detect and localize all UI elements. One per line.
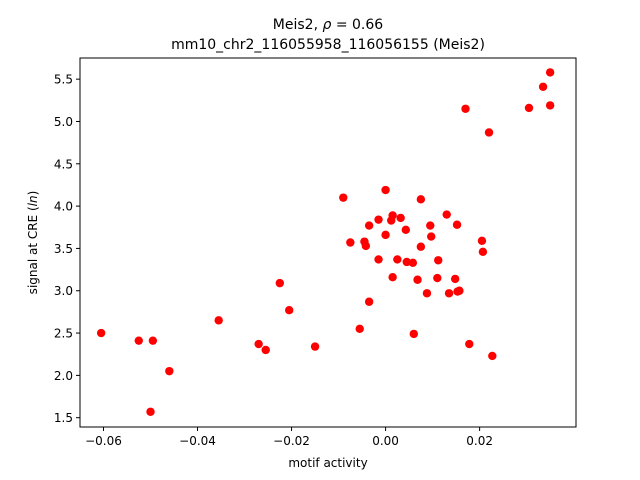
data-point [388,211,397,220]
data-point [455,286,464,295]
data-point [401,225,411,235]
data-point [538,82,548,91]
data-point [261,345,270,355]
data-point [374,255,383,264]
data-point [364,221,374,230]
data-point [444,289,454,298]
data-point [477,236,487,246]
data-point [275,278,285,288]
x-tick-label: −0.02 [273,434,310,448]
data-point [134,336,143,345]
data-point [545,101,555,110]
data-point [355,324,364,334]
data-point [478,247,488,257]
y-axis-label: signal at CRE (ln) [26,191,40,295]
data-point [442,210,451,219]
y-tick-label: 2.5 [54,327,73,341]
data-point [408,258,418,268]
data-point [484,128,494,137]
y-tick-label: 2.0 [54,369,73,383]
data-point [452,220,462,229]
data-point [96,328,106,338]
data-point [346,238,355,247]
data-point [465,339,474,349]
data-point [545,68,555,77]
data-point [416,195,426,204]
data-point [426,221,435,230]
data-point [416,242,426,251]
data-point [461,104,470,113]
y-tick-label: 4.0 [54,200,73,214]
data-point [381,230,390,240]
chart-title-line1: Meis2, ρ = 0.66 [273,17,383,33]
data-point [524,103,534,113]
data-point [381,185,390,195]
data-point [433,273,442,283]
data-point [146,407,155,416]
plot-area [96,68,555,416]
y-tick-label: 5.5 [54,73,73,87]
data-point [254,339,263,349]
data-point [488,351,497,361]
data-point [402,257,411,267]
x-tick-label: 0.02 [466,434,493,448]
data-point [427,232,436,241]
data-point [339,193,348,202]
y-tick-label: 5.0 [54,115,73,129]
x-axis-label: motif activity [288,456,367,470]
x-tick-label: −0.06 [85,434,122,448]
data-point [396,213,405,223]
y-axis: 1.5 2.0 2.5 3.0 3.5 4.0 4.5 5.0 5.5 [54,73,80,425]
x-tick-label: 0.00 [372,434,399,448]
x-tick-label: −0.04 [179,434,216,448]
y-tick-label: 4.5 [54,157,73,171]
data-point [214,316,223,325]
data-point [434,256,443,265]
data-point [361,241,371,251]
data-point [165,366,174,376]
data-point [393,255,402,264]
y-tick-label: 1.5 [54,411,73,425]
data-point [310,342,320,351]
axes-frame [79,57,577,428]
data-point [388,273,397,282]
data-point [285,306,294,315]
data-point [409,329,418,339]
y-tick-label: 3.0 [54,284,73,298]
x-axis: −0.06 −0.04 −0.02 0.00 0.02 [85,427,493,448]
y-tick-label: 3.5 [54,242,73,256]
chart-title-line2: mm10_chr2_116055958_116056155 (Meis2) [171,37,485,53]
data-point [374,215,383,224]
data-point [413,275,422,284]
data-point [422,289,432,298]
data-point [450,274,460,284]
data-point [148,336,158,345]
data-point [364,297,374,306]
